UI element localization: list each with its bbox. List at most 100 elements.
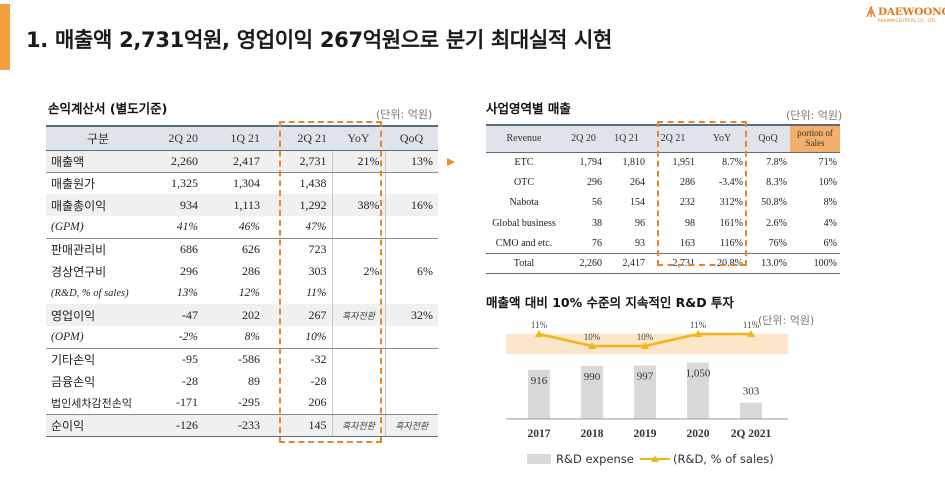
bar — [528, 369, 550, 419]
table-cell: -47 — [150, 304, 203, 326]
table-cell: 1,292 — [265, 194, 332, 216]
table-cell: 13% — [176, 287, 198, 299]
line-point-marker — [694, 330, 702, 337]
header-cell: QoQ — [746, 124, 790, 153]
table-cell: 232 — [680, 197, 695, 209]
table-cell: 흑자전환 — [384, 414, 438, 437]
table-cell: 흑자전환 — [331, 414, 385, 437]
company-logo: DAEWOONG PHARMACEUTICAL CO., LTD. — [866, 4, 945, 28]
table-cell: 8.7% — [722, 156, 743, 168]
logo-subtitle: PHARMACEUTICAL CO., LTD. — [878, 18, 937, 23]
row-label: ETC — [514, 156, 534, 168]
accent-bar — [0, 4, 10, 70]
line-point-marker — [747, 330, 755, 337]
table-cell: 13% — [384, 150, 438, 173]
table-cell: 2,260 — [562, 252, 605, 275]
income-statement-title: 손익계산서 (별도기준) — [48, 101, 168, 116]
row-label: 영업이익 — [46, 304, 150, 326]
table-cell: 161% — [719, 217, 743, 229]
row-label: 금융손익 — [51, 374, 96, 389]
table-cell: 312% — [719, 197, 743, 209]
table-cell: 626 — [242, 241, 260, 256]
header-cell: 2Q 21 — [648, 124, 698, 153]
table-row: Global business 38 96 98 161% 2.6% 4% — [486, 213, 840, 233]
table-cell: 8% — [203, 326, 265, 349]
rnd-section-unit: (단위: 억원) — [758, 314, 815, 327]
row-label: 경상연구비 — [51, 264, 107, 279]
line-value-label: 11% — [690, 320, 707, 330]
header-cell: QoQ — [385, 125, 438, 151]
table-cell: 1,794 — [579, 156, 603, 168]
logo-mark-icon — [866, 6, 876, 18]
table-row: (R&D, % of sales) 13% 12% 11% — [46, 282, 438, 304]
table-cell: 10% — [818, 176, 837, 188]
table-cell — [384, 282, 438, 304]
table-row: 금융손익 -28 89 -28 — [46, 370, 438, 392]
table-cell: 154 — [630, 197, 645, 209]
table-row: 기타손익 -95 -586 -32 — [46, 348, 438, 370]
table-cell: 8.3% — [766, 176, 787, 188]
legend-bar-swatch — [527, 454, 551, 464]
bar — [634, 365, 656, 419]
header-cell: 1Q 21 — [605, 124, 648, 153]
table-cell: 16% — [384, 194, 438, 216]
table-cell: 11% — [306, 287, 327, 299]
table-row: 법인세차감전손익 -171 -295 206 — [46, 392, 438, 415]
header-cell: 2Q 21 — [265, 125, 332, 151]
table-cell: 32% — [384, 304, 438, 326]
bar — [740, 402, 762, 419]
table-cell: 50.8% — [761, 197, 787, 209]
table-cell: 76% — [768, 237, 787, 249]
table-cell: 10% — [265, 326, 332, 349]
table-cell: 303 — [308, 263, 327, 278]
table-row: OTC 296 264 286 -3.4% 8.3% 10% — [486, 172, 840, 192]
page-title: 1. 매출액 2,731억원, 영업이익 267억원으로 분기 최대실적 시현 — [26, 28, 613, 52]
table-cell: 686 — [180, 241, 198, 256]
table-cell — [331, 370, 385, 392]
table-cell: -295 — [203, 392, 265, 415]
table-row: (GPM) 41% 46% 47% — [46, 216, 438, 239]
table-cell — [384, 326, 438, 349]
table-header-row: Revenue 2Q 20 1Q 21 2Q 21 YoY QoQ portio… — [486, 124, 840, 153]
table-cell: 286 — [242, 263, 260, 278]
table-cell — [331, 238, 385, 260]
table-cell: 47% — [265, 216, 332, 239]
table-cell — [331, 326, 385, 349]
table-row: 순이익 -126 -233 145 흑자전환 흑자전환 — [46, 414, 438, 437]
table-cell: -95 — [182, 351, 198, 366]
table-row: 영업이익 -47 202 267 흑자전환 32% — [46, 304, 438, 326]
row-label: 판매관리비 — [51, 242, 107, 257]
bar-value-label: 1,050 — [686, 368, 711, 380]
legend-line-swatch — [640, 455, 670, 462]
row-label: 매출액 — [46, 150, 150, 173]
table-cell: 96 — [635, 217, 645, 229]
table-row: ETC 1,794 1,810 1,951 8.7% 7.8% 71% — [486, 152, 840, 172]
line-band — [506, 334, 788, 354]
table-cell: 163 — [680, 237, 695, 249]
table-cell: 2,260 — [150, 150, 203, 173]
income-statement-table: 구분 2Q 20 1Q 21 2Q 21 YoY QoQ 매출액 2,260 2… — [46, 125, 438, 437]
header-cell: YoY — [332, 125, 385, 151]
header-cell: 2Q 20 — [562, 124, 605, 153]
table-cell: 2% — [331, 260, 385, 282]
header-cell: Revenue — [486, 124, 562, 153]
row-label: Nabota — [509, 197, 539, 209]
legend-bar: R&D expense — [527, 452, 634, 466]
x-tick-label: 2018 — [581, 428, 604, 440]
table-cell: 934 — [150, 194, 203, 216]
table-cell: 13.0% — [746, 252, 790, 275]
table-cell: 286 — [680, 176, 695, 188]
table-cell: 264 — [630, 176, 645, 188]
row-label: (OPM) — [46, 326, 150, 349]
table-cell: 89 — [248, 373, 260, 388]
table-cell: 6% — [823, 237, 837, 249]
table-cell: 100% — [790, 252, 840, 275]
line-value-label: 11% — [743, 320, 760, 330]
row-label: Total — [486, 252, 562, 275]
table-row: 매출원가 1,325 1,304 1,438 — [46, 172, 438, 194]
table-cell: 1,113 — [203, 194, 265, 216]
table-cell: 2,731 — [648, 252, 698, 275]
table-cell: 206 — [265, 392, 332, 415]
header-cell: YoY — [698, 124, 746, 153]
table-cell: 2.6% — [766, 217, 787, 229]
